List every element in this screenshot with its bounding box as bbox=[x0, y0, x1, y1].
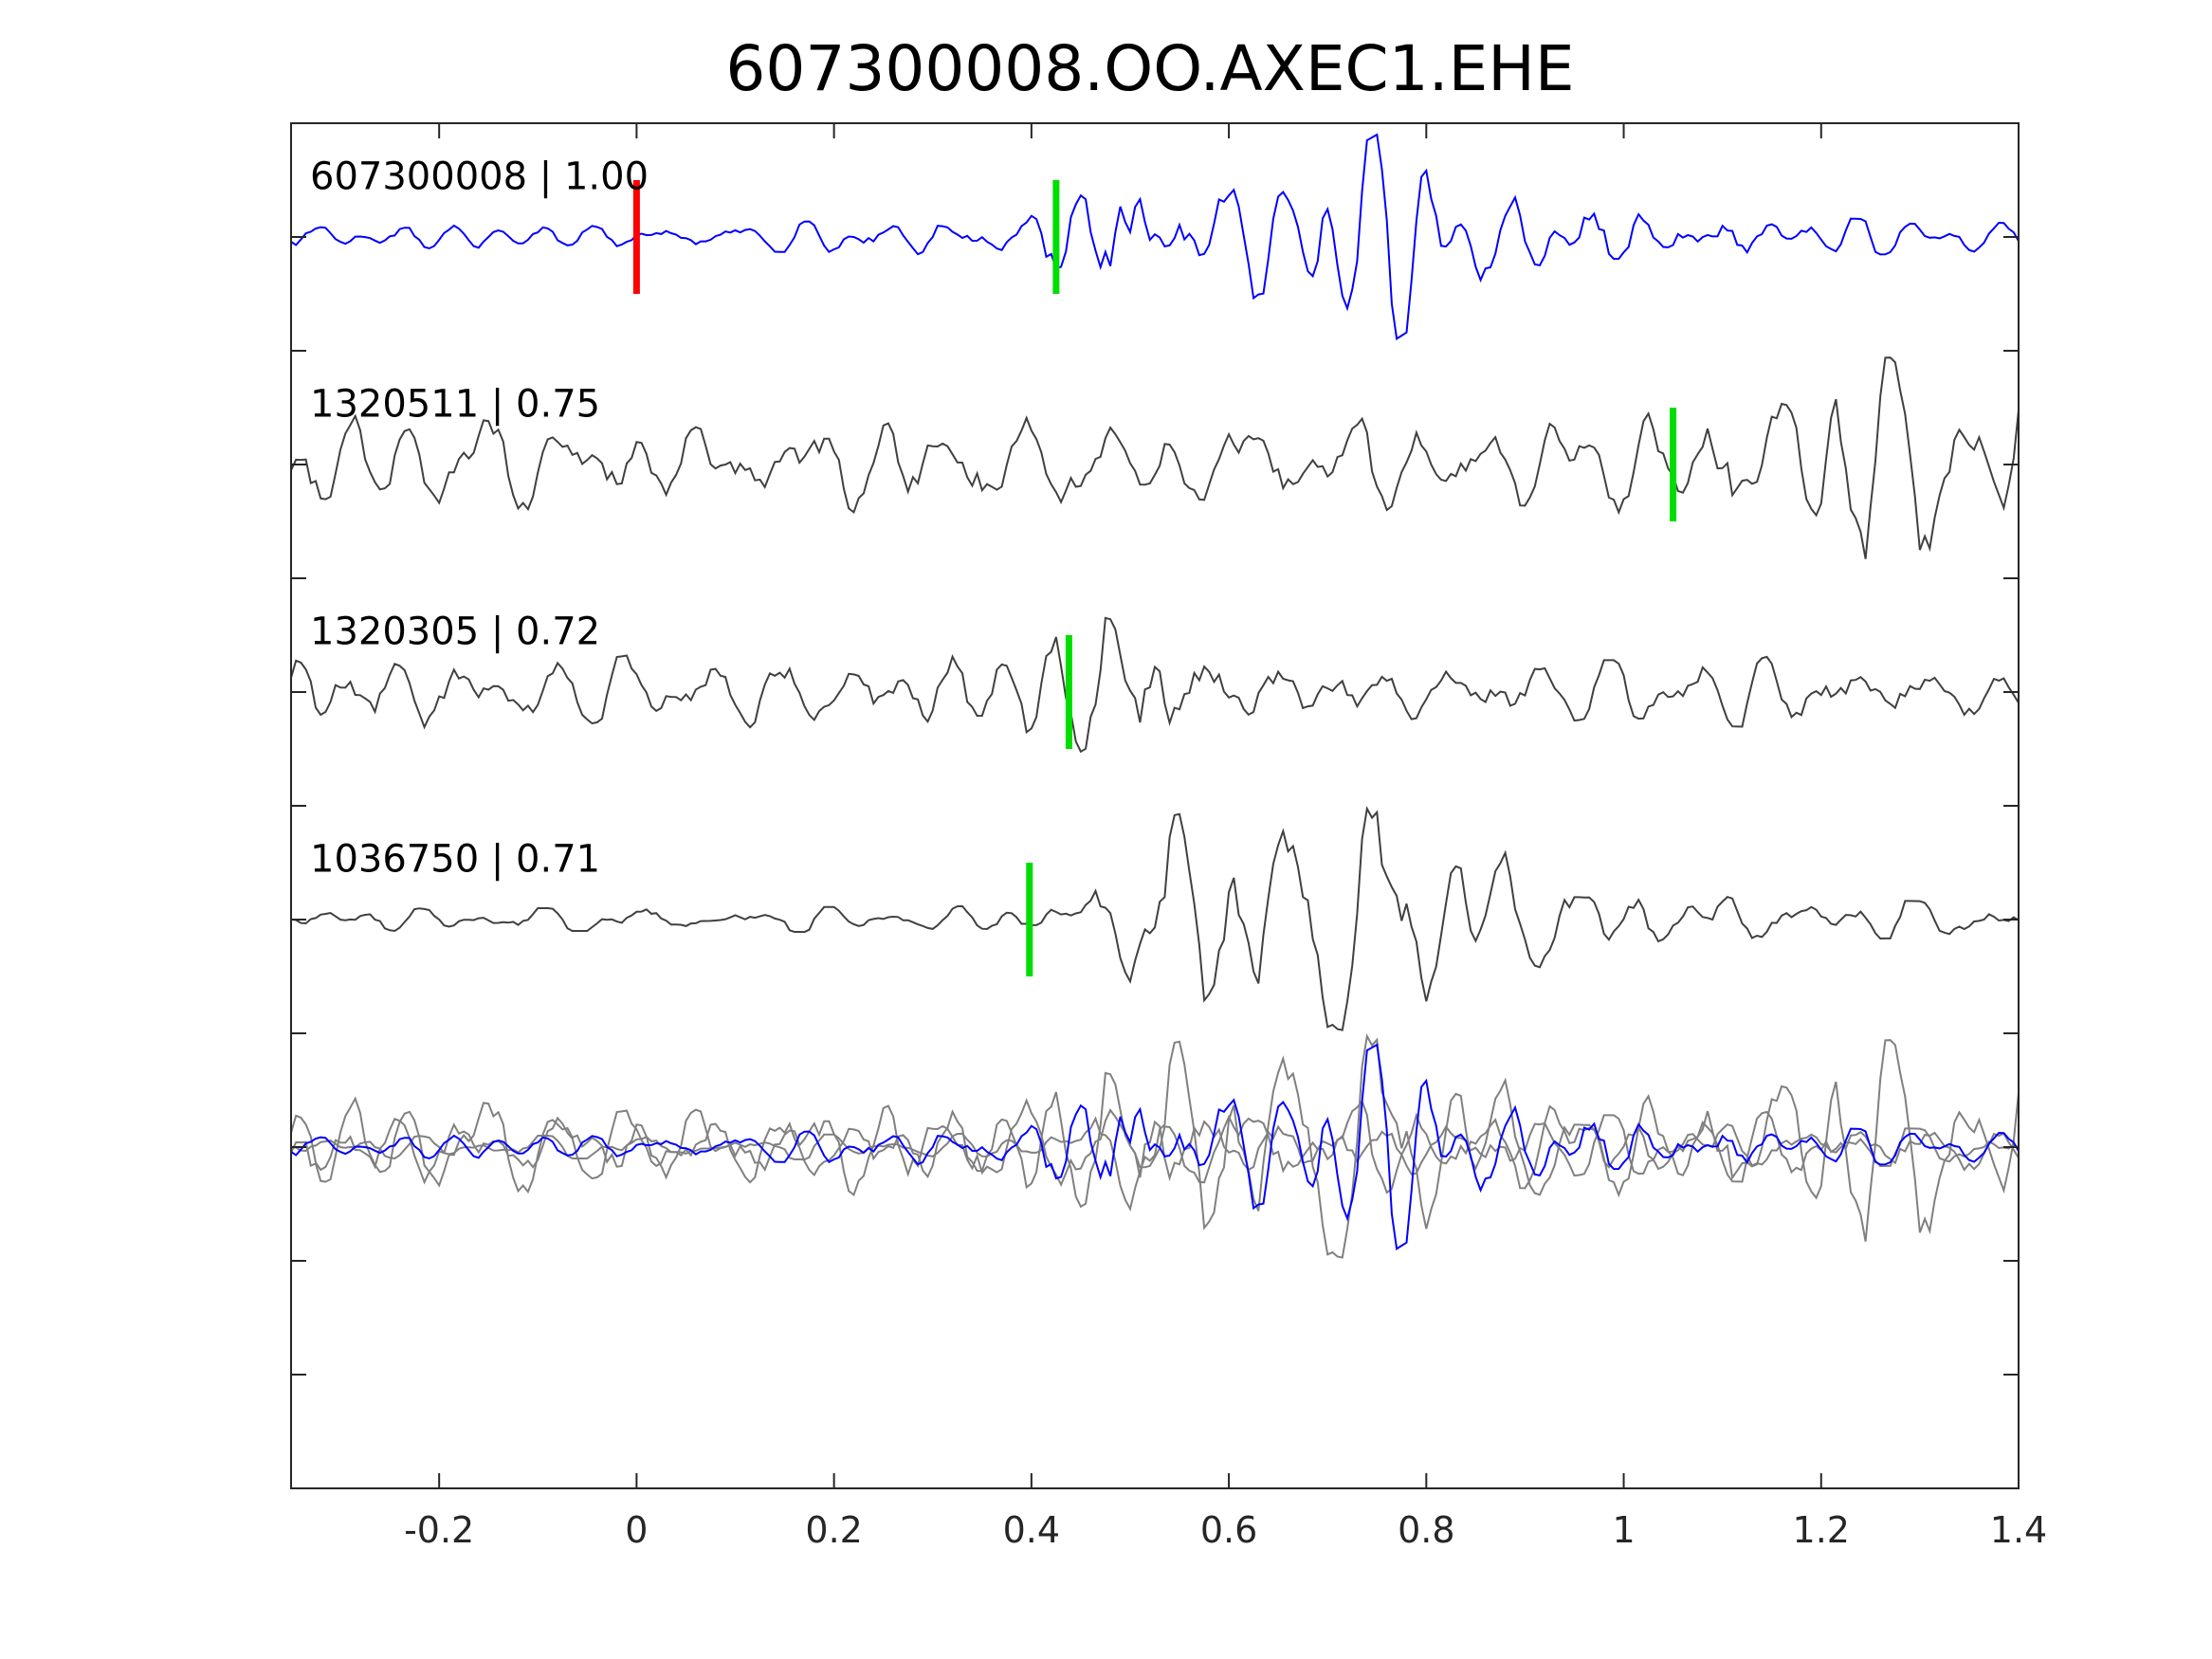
trace-1320305 bbox=[291, 616, 2019, 754]
trace-label-1036750: 1036750 | 0.71 bbox=[310, 838, 600, 882]
x-tick-label: 0.8 bbox=[1398, 1509, 1454, 1551]
overlay-trace-607300008 bbox=[291, 1043, 2019, 1250]
overlay-trace-1320305 bbox=[291, 1071, 2019, 1209]
axes: -0.2 0 0.2 0.4 0.6 0.8 1 1.2 1.4 bbox=[290, 122, 2047, 1551]
x-tick-label: 1.4 bbox=[1990, 1509, 2047, 1551]
x-tick-label: 0 bbox=[625, 1509, 648, 1551]
overlay-trace-1036750 bbox=[291, 1032, 2019, 1259]
trace-607300008 bbox=[291, 133, 2019, 340]
traces-layer bbox=[291, 133, 2019, 1259]
x-tick-label: 0.4 bbox=[1003, 1509, 1060, 1551]
x-tick-label: -0.2 bbox=[404, 1509, 474, 1551]
trace-label-1320305: 1320305 | 0.72 bbox=[310, 611, 600, 654]
overlay-trace-1320511 bbox=[291, 1039, 2019, 1242]
x-tick-label: 0.2 bbox=[805, 1509, 862, 1551]
chart-title: 607300008.OO.AXEC1.EHE bbox=[725, 32, 1574, 105]
trace-label-1320511: 1320511 | 0.75 bbox=[310, 383, 600, 427]
x-tick-label: 0.6 bbox=[1200, 1509, 1257, 1551]
trace-1320511 bbox=[291, 356, 2019, 559]
pick-markers-layer bbox=[632, 180, 1677, 976]
x-tick-label: 1 bbox=[1612, 1509, 1635, 1551]
trace-labels-layer: 607300008 | 1.00 1320511 | 0.75 1320305 | … bbox=[310, 155, 649, 882]
trace-1036750 bbox=[291, 805, 2019, 1031]
overlay-group bbox=[291, 1032, 2019, 1259]
trace-label-607300008: 607300008 | 1.00 bbox=[310, 155, 649, 199]
x-tick-label: 1.2 bbox=[1793, 1509, 1850, 1551]
